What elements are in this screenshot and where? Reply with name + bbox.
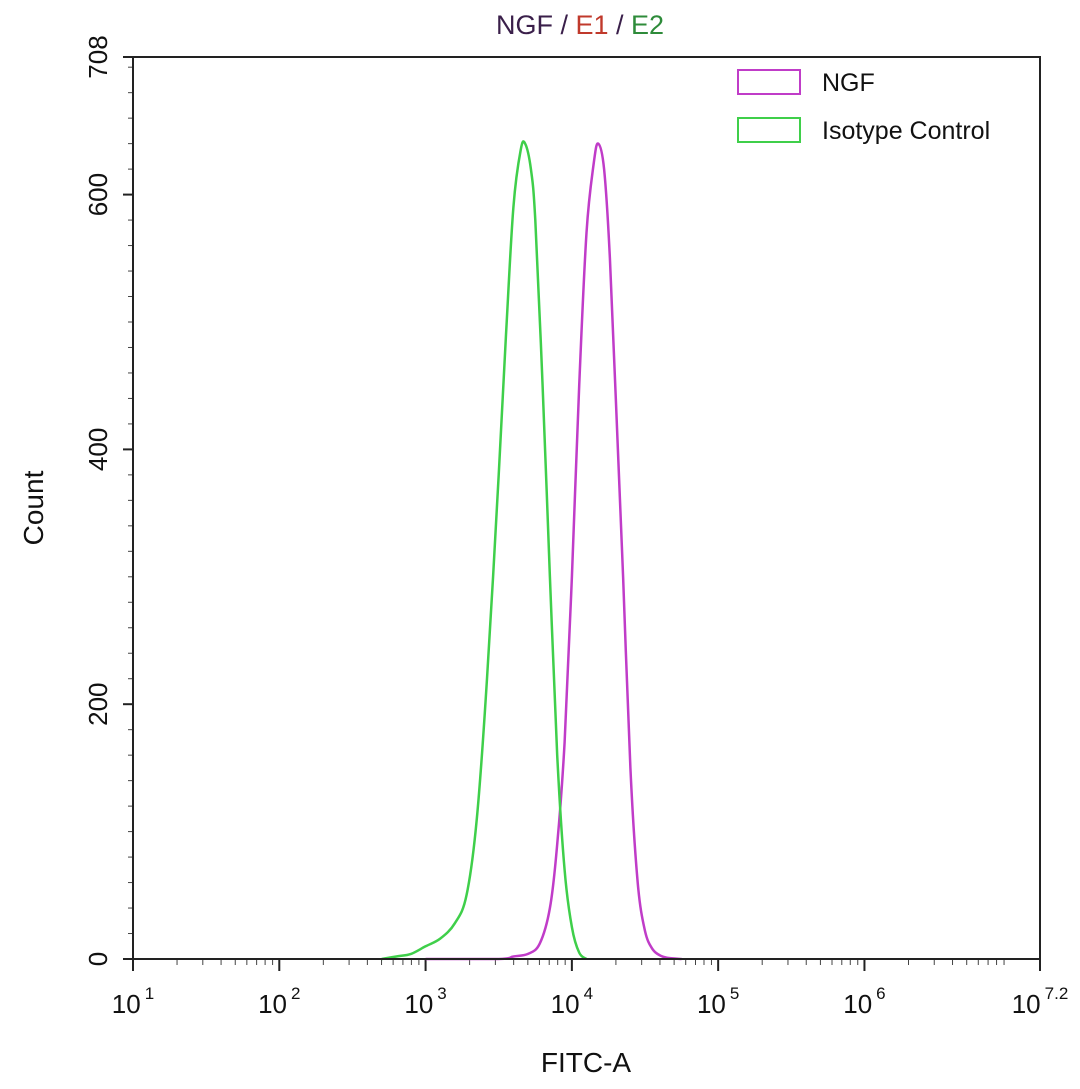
x-tick-exponent: 1 [145,984,154,1003]
y-axis-ticks: 0 200 400 600 708 [83,35,133,966]
x-tick-exponent: 2 [291,984,300,1003]
y-tick-label: 200 [83,683,113,726]
legend-swatch [737,69,801,95]
x-tick-exponent: 4 [584,984,593,1003]
series-line-isotype-control [381,140,588,961]
legend-label: Isotype Control [822,117,990,145]
x-tick-label: 10 1 [112,984,154,1019]
x-tick-label: 10 6 [843,984,885,1019]
legend-label: NGF [822,69,875,97]
chart-title: NGF / E1 / E2 [496,10,664,40]
x-tick-base: 10 [697,989,726,1019]
chart-title-part: / [609,10,632,40]
x-tick-exponent: 5 [730,984,739,1003]
y-tick-label: 400 [83,428,113,471]
legend-swatch [737,117,801,143]
chart-title-part: E1 [575,10,608,40]
x-tick-base: 10 [551,989,580,1019]
x-tick-base: 10 [843,989,872,1019]
x-tick-base: 10 [112,989,141,1019]
y-tick-label: 708 [83,35,113,78]
legend: NGF Isotype Control [737,69,990,145]
x-tick-label: 10 4 [551,984,593,1019]
x-tick-label: 10 5 [697,984,739,1019]
series-line-ngf [425,142,682,961]
plot-frame [132,56,1041,960]
x-axis-ticks: 10 1 10 2 10 3 10 4 10 5 10 6 10 7.2 [112,959,1068,1019]
y-tick-label: 600 [83,173,113,216]
series-lines [381,140,682,961]
y-axis-title: Count [18,470,49,545]
x-tick-base: 10 [1012,989,1041,1019]
x-tick-label: 10 3 [404,984,446,1019]
chart-title-part: / [553,10,576,40]
x-tick-exponent: 3 [437,984,446,1003]
chart-title-part: NGF [496,10,553,40]
x-axis-title: FITC-A [541,1047,632,1078]
y-tick-label: 0 [83,952,113,966]
x-tick-exponent: 6 [876,984,885,1003]
x-tick-label: 10 2 [258,984,300,1019]
x-tick-exponent: 7.2 [1045,984,1069,1003]
x-tick-label: 10 7.2 [1012,984,1069,1019]
x-tick-base: 10 [258,989,287,1019]
x-tick-base: 10 [404,989,433,1019]
chart-title-part: E2 [631,10,664,40]
